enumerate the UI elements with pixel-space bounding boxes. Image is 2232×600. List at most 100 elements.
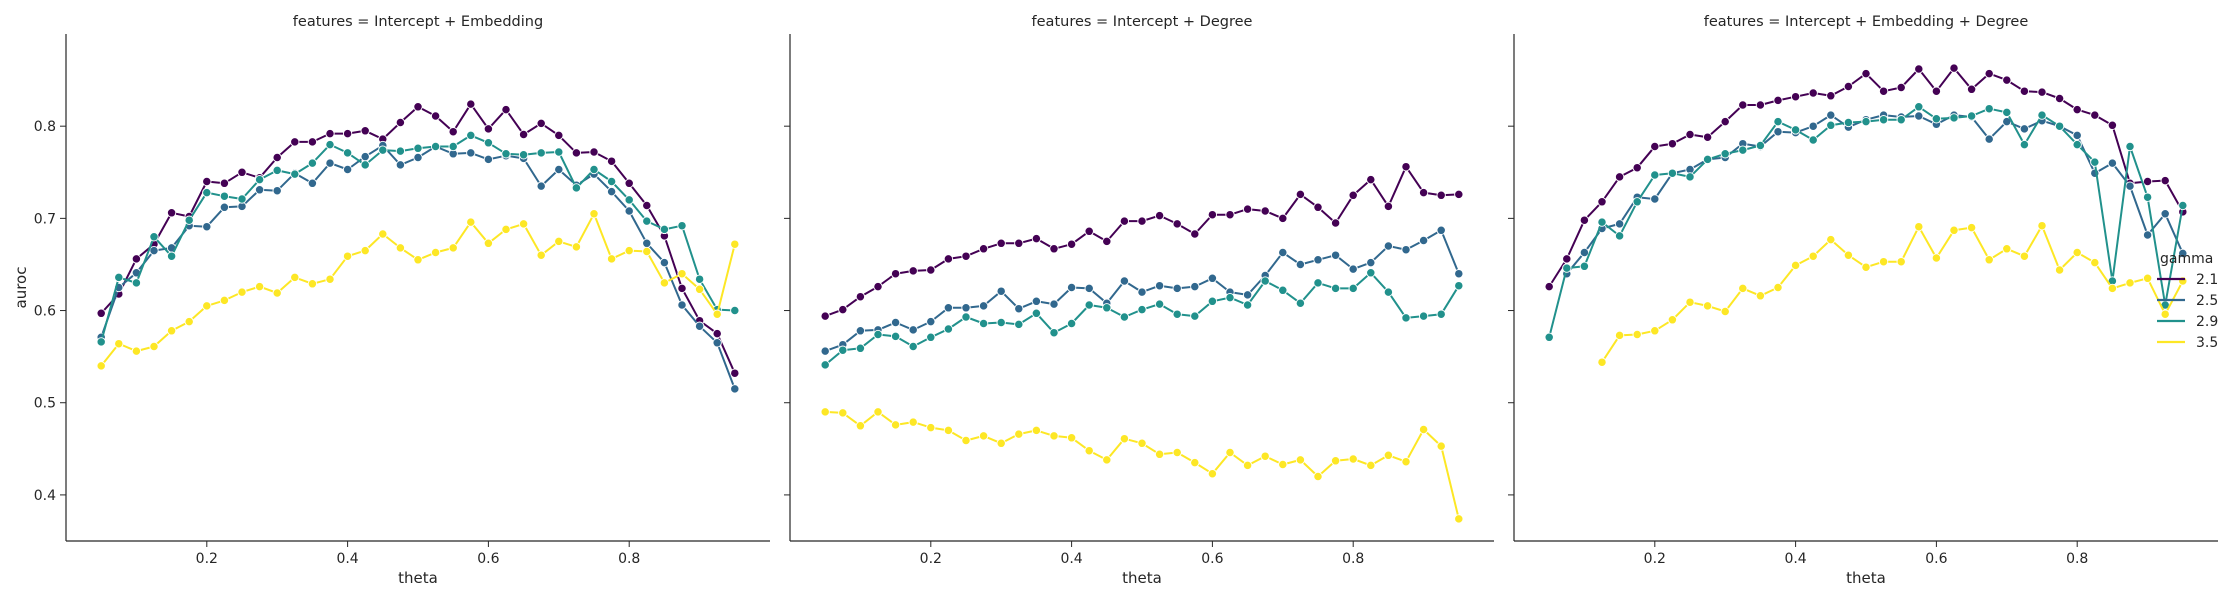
data-point xyxy=(1049,299,1059,309)
data-point xyxy=(642,246,652,257)
panel-3: features = Intercept + Embedding + Degre… xyxy=(1508,14,2218,587)
data-point xyxy=(1014,429,1024,439)
data-point xyxy=(131,254,142,264)
data-point xyxy=(254,174,265,185)
data-point xyxy=(1436,190,1446,200)
data-point xyxy=(1313,278,1323,288)
x-axis-label: theta xyxy=(398,569,438,587)
data-point xyxy=(466,130,476,141)
data-point xyxy=(1330,456,1341,466)
series-2.1 xyxy=(96,99,740,378)
data-point xyxy=(184,316,194,327)
data-point xyxy=(1931,114,1942,124)
panel-title: features = Intercept + Degree xyxy=(1032,14,1253,30)
series-line xyxy=(100,212,736,367)
data-point xyxy=(1031,425,1042,436)
data-point xyxy=(448,243,458,253)
data-point xyxy=(1949,63,1959,73)
data-point xyxy=(890,331,901,342)
data-point xyxy=(1755,100,1766,110)
data-point xyxy=(1614,231,1625,241)
data-point xyxy=(820,360,830,370)
data-point xyxy=(1984,134,1994,144)
data-point xyxy=(1119,216,1130,226)
data-point xyxy=(978,431,989,441)
data-point xyxy=(1914,64,1924,74)
data-point xyxy=(325,158,335,168)
data-point xyxy=(1614,330,1625,341)
data-point xyxy=(307,158,318,168)
data-point xyxy=(1154,281,1165,291)
data-point xyxy=(202,187,212,198)
data-point xyxy=(2002,107,2012,118)
data-point xyxy=(1383,201,1394,212)
data-point xyxy=(1190,457,1200,468)
data-point xyxy=(677,283,687,294)
data-point xyxy=(237,194,247,204)
series-line xyxy=(100,144,736,390)
data-point xyxy=(536,118,546,129)
panel-title: features = Intercept + Embedding + Degre… xyxy=(1704,14,2029,30)
data-point xyxy=(1826,234,1836,245)
data-point xyxy=(1366,257,1376,268)
data-point xyxy=(1685,129,1695,140)
data-point xyxy=(961,251,971,261)
data-point xyxy=(1632,163,1642,173)
data-point xyxy=(961,312,971,322)
data-point xyxy=(926,265,936,275)
data-point xyxy=(996,286,1006,296)
data-point xyxy=(325,274,335,284)
data-point xyxy=(501,149,511,159)
data-point xyxy=(1984,68,1994,79)
data-point xyxy=(1808,121,1818,131)
data-point xyxy=(820,311,830,321)
data-point xyxy=(1843,81,1854,92)
y-axis-label: auroc xyxy=(12,267,30,309)
legend-entry-2.5: 2.5 xyxy=(2157,293,2218,309)
data-point xyxy=(712,309,722,319)
data-point xyxy=(1597,357,1607,367)
legend-label: 2.5 xyxy=(2196,293,2218,309)
data-point xyxy=(1773,116,1783,127)
data-point xyxy=(1383,241,1394,251)
data-point xyxy=(413,102,423,112)
data-point xyxy=(1790,125,1801,135)
data-point xyxy=(1014,304,1024,314)
data-point xyxy=(730,368,740,378)
data-point xyxy=(518,129,529,140)
data-point xyxy=(1172,283,1182,294)
data-point xyxy=(307,137,318,147)
series-line xyxy=(824,271,1460,366)
data-point xyxy=(448,141,458,152)
data-point xyxy=(166,251,177,261)
legend-label: 2.9 xyxy=(2196,314,2218,330)
x-tick-label: 0.8 xyxy=(618,551,640,567)
data-point xyxy=(149,232,159,242)
data-point xyxy=(307,279,318,289)
data-point xyxy=(149,341,159,352)
y-tick-label: 0.4 xyxy=(34,488,56,504)
data-point xyxy=(1454,189,1464,200)
data-point xyxy=(890,420,901,430)
data-point xyxy=(712,338,722,348)
data-point xyxy=(571,242,582,252)
series-line xyxy=(1548,67,2184,288)
data-point xyxy=(606,156,617,166)
series-2.5 xyxy=(96,140,740,394)
data-point xyxy=(943,324,954,334)
data-point xyxy=(114,272,124,283)
data-point xyxy=(554,130,564,141)
data-point xyxy=(1225,447,1235,458)
data-point xyxy=(1190,281,1200,292)
data-point xyxy=(1579,247,1590,258)
data-point xyxy=(838,408,848,418)
data-point xyxy=(1650,141,1660,152)
data-point xyxy=(2090,110,2100,120)
data-point xyxy=(413,152,423,163)
data-point xyxy=(1418,187,1429,198)
data-point xyxy=(624,195,634,205)
data-point xyxy=(378,145,388,155)
data-point xyxy=(1808,251,1818,261)
data-point xyxy=(342,164,353,175)
data-point xyxy=(624,178,634,188)
